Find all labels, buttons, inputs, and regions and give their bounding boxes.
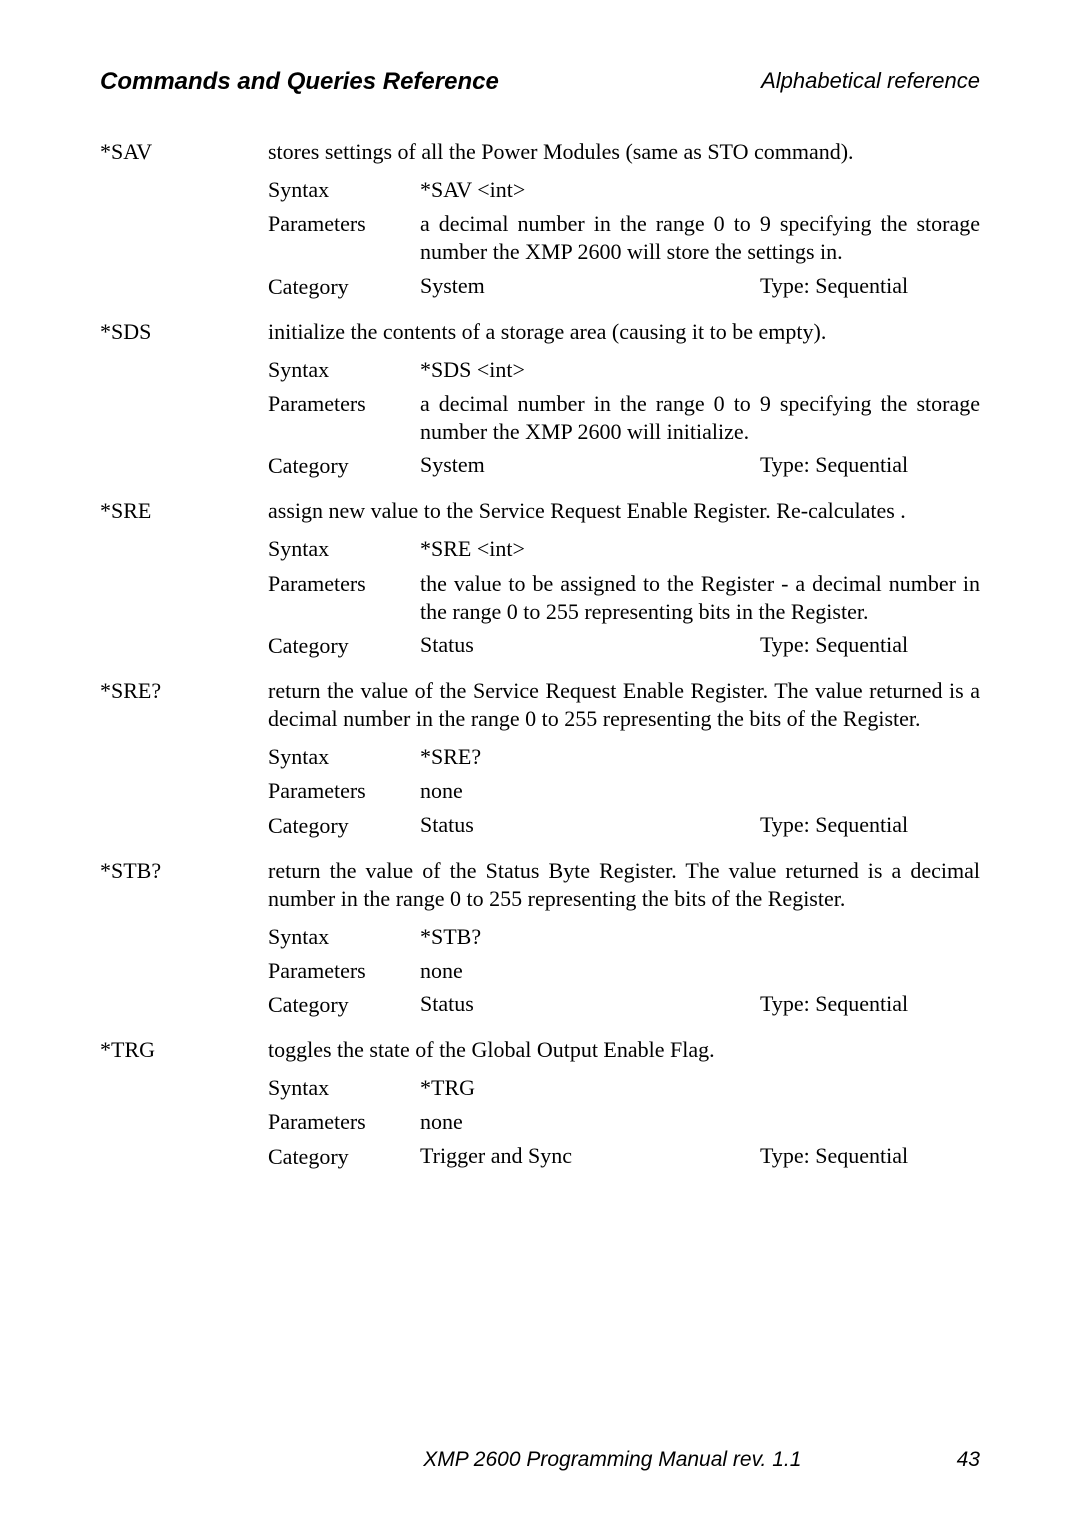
command-entry: *STB?return the value of the Status Byte… — [100, 857, 980, 1019]
parameters-value: none — [420, 777, 980, 805]
parameters-label: Parameters — [268, 1108, 420, 1135]
footer-title: XMP 2600 Programming Manual rev. 1.1 — [423, 1448, 801, 1472]
command-name: *TRG — [100, 1036, 268, 1063]
command-entry: *SREassign new value to the Service Requ… — [100, 497, 980, 659]
category-label: Category — [268, 273, 420, 300]
parameters-value: none — [420, 1108, 980, 1136]
command-description: initialize the contents of a storage are… — [268, 318, 980, 346]
category-value: Status — [420, 812, 760, 838]
command-entry: *TRGtoggles the state of the Global Outp… — [100, 1036, 980, 1169]
command-name: *SDS — [100, 318, 268, 345]
category-value: Status — [420, 632, 760, 658]
type-value: Type: Sequential — [760, 273, 980, 299]
parameters-label: Parameters — [268, 777, 420, 804]
category-value: System — [420, 452, 760, 478]
category-label: Category — [268, 1143, 420, 1170]
category-label: Category — [268, 632, 420, 659]
category-value: System — [420, 273, 760, 299]
type-value: Type: Sequential — [760, 1143, 980, 1169]
syntax-value: *SAV <int> — [420, 176, 980, 204]
command-description: return the value of the Status Byte Regi… — [268, 857, 980, 913]
parameters-label: Parameters — [268, 390, 420, 417]
command-entry: *SDSinitialize the contents of a storage… — [100, 318, 980, 480]
parameters-value: a decimal number in the range 0 to 9 spe… — [420, 210, 980, 266]
category-label: Category — [268, 812, 420, 839]
syntax-label: Syntax — [268, 743, 420, 770]
parameters-value: none — [420, 957, 980, 985]
parameters-label: Parameters — [268, 210, 420, 237]
page: Commands and Queries Reference Alphabeti… — [0, 0, 1080, 1528]
type-value: Type: Sequential — [760, 991, 980, 1017]
category-value: Status — [420, 991, 760, 1017]
command-entry: *SRE?return the value of the Service Req… — [100, 677, 980, 839]
command-name: *SRE? — [100, 677, 268, 704]
syntax-value: *SRE <int> — [420, 535, 980, 563]
parameters-value: a decimal number in the range 0 to 9 spe… — [420, 390, 980, 446]
syntax-label: Syntax — [268, 176, 420, 203]
type-value: Type: Sequential — [760, 812, 980, 838]
parameters-label: Parameters — [268, 570, 420, 597]
command-description: stores settings of all the Power Modules… — [268, 138, 980, 166]
type-value: Type: Sequential — [760, 632, 980, 658]
command-entry: *SAVstores settings of all the Power Mod… — [100, 138, 980, 300]
category-value: Trigger and Sync — [420, 1143, 760, 1169]
category-label: Category — [268, 991, 420, 1018]
header-left: Commands and Queries Reference — [100, 68, 499, 96]
entries-container: *SAVstores settings of all the Power Mod… — [100, 138, 980, 1170]
command-description: assign new value to the Service Request … — [268, 497, 980, 525]
command-name: *STB? — [100, 857, 268, 884]
syntax-value: *SDS <int> — [420, 356, 980, 384]
footer: XMP 2600 Programming Manual rev. 1.1 43 — [0, 1448, 1080, 1472]
parameters-label: Parameters — [268, 957, 420, 984]
command-name: *SAV — [100, 138, 268, 165]
footer-page-number: 43 — [957, 1448, 980, 1472]
syntax-value: *SRE? — [420, 743, 980, 771]
syntax-value: *TRG — [420, 1074, 980, 1102]
syntax-label: Syntax — [268, 1074, 420, 1101]
syntax-label: Syntax — [268, 535, 420, 562]
command-description: return the value of the Service Request … — [268, 677, 980, 733]
syntax-label: Syntax — [268, 356, 420, 383]
category-label: Category — [268, 452, 420, 479]
command-description: toggles the state of the Global Output E… — [268, 1036, 980, 1064]
syntax-value: *STB? — [420, 923, 980, 951]
parameters-value: the value to be assigned to the Register… — [420, 570, 980, 626]
header-right: Alphabetical reference — [761, 68, 980, 96]
running-head: Commands and Queries Reference Alphabeti… — [100, 68, 980, 96]
syntax-label: Syntax — [268, 923, 420, 950]
command-name: *SRE — [100, 497, 268, 524]
type-value: Type: Sequential — [760, 452, 980, 478]
